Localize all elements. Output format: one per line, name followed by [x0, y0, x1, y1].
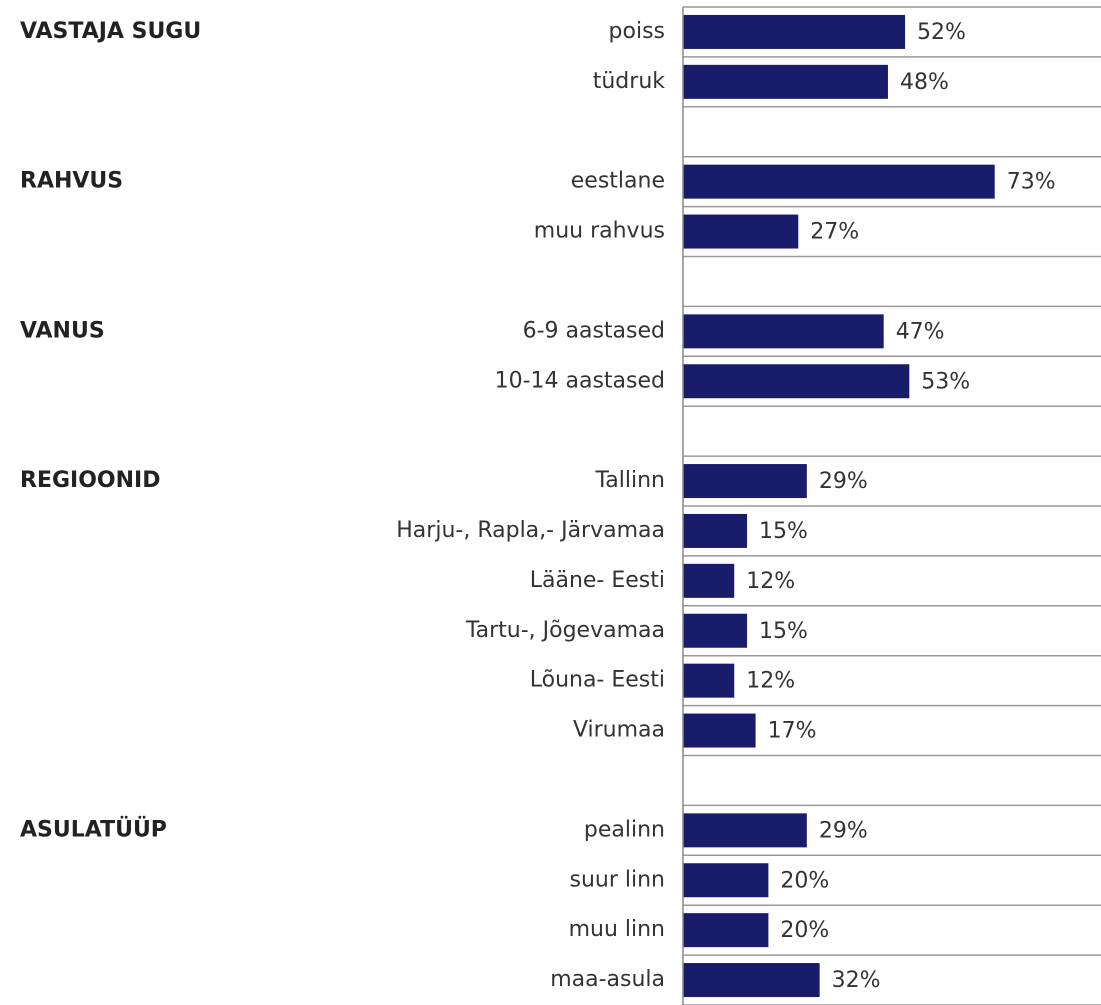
- bar: [683, 563, 735, 598]
- value-label: 20%: [780, 868, 829, 893]
- bar: [683, 314, 884, 349]
- category-label: suur linn: [570, 867, 666, 892]
- category-label: Tartu-, Jõgevamaa: [465, 618, 665, 643]
- value-label: 53%: [921, 369, 970, 394]
- category-label: Lääne- Eesti: [530, 568, 665, 593]
- value-label: 15%: [759, 519, 808, 544]
- bar: [683, 713, 756, 748]
- bar: [683, 464, 807, 499]
- category-label: poiss: [609, 19, 665, 44]
- value-label: 29%: [819, 469, 868, 494]
- bar: [683, 513, 748, 548]
- value-label: 27%: [810, 220, 859, 245]
- value-label: 12%: [746, 569, 795, 594]
- category-label: Tallinn: [594, 468, 665, 493]
- category-label: Lõuna- Eesti: [530, 668, 665, 693]
- bar: [683, 164, 995, 199]
- bar: [683, 663, 735, 698]
- category-label: eestlane: [571, 169, 665, 194]
- category-label: tüdruk: [593, 69, 666, 94]
- value-label: 29%: [819, 818, 868, 843]
- category-label: muu rahvus: [534, 219, 665, 244]
- bar: [683, 14, 906, 49]
- bar: [683, 913, 769, 948]
- category-label: Harju-, Rapla,- Järvamaa: [396, 518, 665, 543]
- bar: [683, 364, 910, 399]
- category-label: muu linn: [569, 917, 665, 942]
- value-label: 20%: [780, 918, 829, 943]
- value-label: 73%: [1007, 170, 1056, 195]
- group-label: VASTAJA SUGU: [20, 19, 201, 44]
- value-label: 52%: [917, 20, 966, 45]
- value-label: 12%: [746, 669, 795, 694]
- group-label: REGIOONID: [20, 468, 160, 493]
- category-label: maa-asula: [550, 967, 665, 992]
- group-label: VANUS: [20, 318, 105, 343]
- value-label: 15%: [759, 619, 808, 644]
- value-label: 47%: [896, 319, 945, 344]
- group-label: ASULATÜÜP: [20, 816, 167, 842]
- group-label: RAHVUS: [20, 169, 123, 194]
- category-label: Virumaa: [573, 718, 665, 743]
- bar: [683, 963, 820, 998]
- bar: [683, 813, 807, 848]
- bar: [683, 214, 799, 249]
- value-label: 32%: [832, 968, 881, 993]
- category-label: pealinn: [584, 817, 665, 842]
- value-label: 48%: [900, 70, 949, 95]
- category-label: 10-14 aastased: [495, 368, 665, 393]
- bar: [683, 613, 748, 648]
- bar: [683, 863, 769, 898]
- bar: [683, 64, 888, 99]
- category-label: 6-9 aastased: [523, 318, 665, 343]
- value-label: 17%: [768, 719, 817, 744]
